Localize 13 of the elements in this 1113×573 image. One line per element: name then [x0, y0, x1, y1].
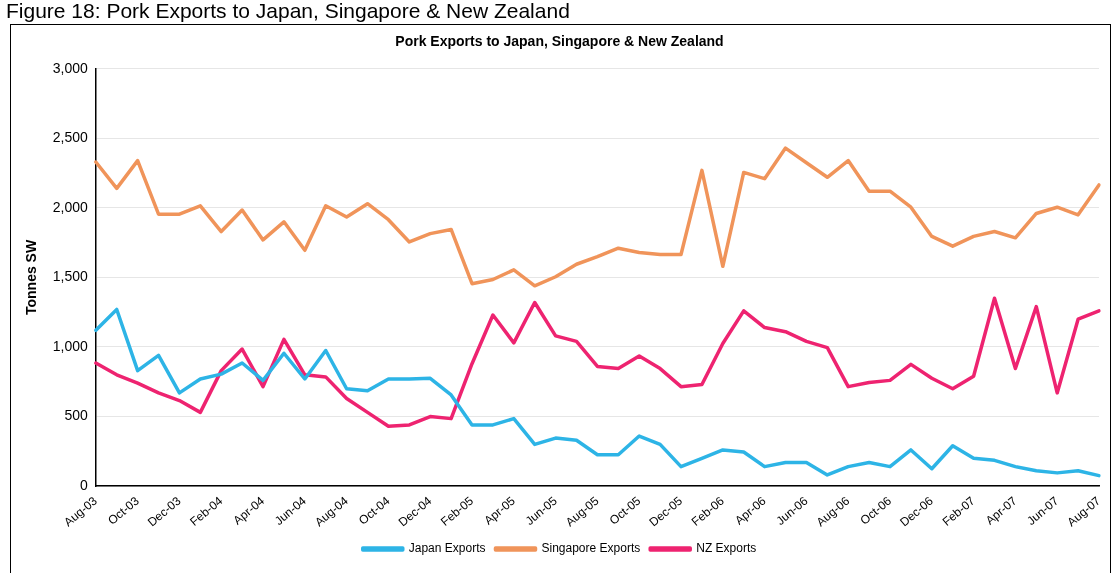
- y-tick-label: 1,000: [52, 337, 89, 354]
- legend-label: NZ Exports: [696, 541, 757, 556]
- y-tick-label: 1,500: [52, 268, 89, 285]
- y-tick-label: 2,000: [52, 198, 89, 215]
- caption: Figure 18: Pork Exports to Japan, Singapore & New Zealand: [6, 0, 570, 22]
- chart-title: Pork Exports to Japan, Singapore & New Zealand: [395, 33, 724, 50]
- y-tick-label: 0: [80, 476, 89, 493]
- y-axis-title: Tonnes SW: [23, 239, 40, 316]
- legend-label: Japan Exports: [408, 541, 486, 556]
- legend-label: Singapore Exports: [541, 541, 641, 556]
- y-tick-label: 3,000: [52, 59, 89, 76]
- y-tick-label: 2,500: [52, 129, 89, 146]
- y-tick-label: 500: [64, 407, 89, 424]
